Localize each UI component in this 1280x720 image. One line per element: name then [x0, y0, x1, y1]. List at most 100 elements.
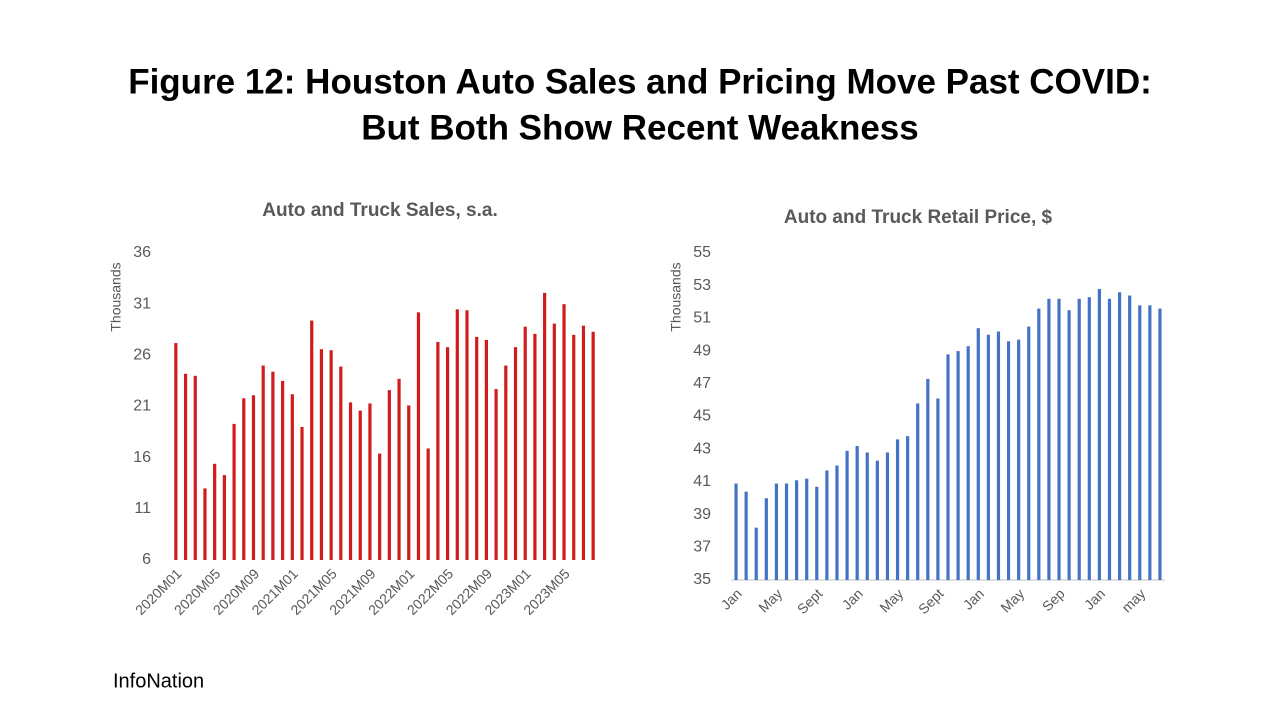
- y-tick-label: 35: [693, 571, 711, 588]
- bar: [1057, 298, 1061, 580]
- bar: [319, 349, 324, 560]
- x-tick-label: Sept: [794, 585, 826, 617]
- bar: [1006, 341, 1011, 580]
- bar: [358, 410, 362, 560]
- bar: [1117, 292, 1122, 580]
- bar: [916, 403, 920, 580]
- y-tick-label: 16: [133, 449, 151, 466]
- bar: [956, 351, 960, 580]
- bar: [504, 365, 508, 560]
- bar: [875, 460, 879, 580]
- bar: [784, 483, 789, 580]
- y-tick-label: 53: [693, 277, 711, 294]
- bar: [455, 309, 459, 560]
- bar: [1138, 305, 1142, 580]
- bar: [1027, 326, 1031, 580]
- bar: [416, 312, 421, 560]
- bar: [1107, 298, 1112, 580]
- bar: [1037, 308, 1041, 580]
- bar: [397, 378, 401, 560]
- y-tick-label: 41: [693, 473, 711, 490]
- bar: [1128, 295, 1132, 580]
- x-tick-label: may: [1118, 585, 1148, 615]
- bar: [1148, 305, 1152, 580]
- bar: [764, 498, 768, 580]
- x-tick-label: May: [755, 585, 785, 615]
- y-tick-label: 36: [133, 244, 151, 261]
- bar: [445, 347, 450, 560]
- bar: [906, 436, 910, 580]
- y-axis-label: Thousands: [108, 262, 124, 331]
- bar: [232, 423, 236, 560]
- bar: [494, 389, 498, 560]
- bar: [1017, 339, 1021, 580]
- x-tick-label: Sept: [915, 585, 947, 617]
- bar: [845, 450, 849, 580]
- y-tick-label: 31: [133, 295, 151, 312]
- bar: [795, 480, 799, 580]
- bar: [290, 394, 294, 560]
- bar: [310, 320, 314, 560]
- y-tick-label: 39: [693, 506, 711, 523]
- bar: [562, 304, 566, 560]
- bar: [855, 445, 859, 580]
- bar: [926, 378, 930, 580]
- slide-title: Figure 12: Houston Auto Sales and Pricin…: [128, 62, 1152, 101]
- y-tick-label: 11: [134, 500, 151, 517]
- bar: [1077, 298, 1081, 580]
- bar: [426, 448, 430, 560]
- bar: [1047, 298, 1051, 580]
- x-tick-label: Jan: [960, 585, 987, 612]
- bar: [1158, 308, 1162, 580]
- y-tick-label: 45: [693, 408, 711, 425]
- bar: [552, 323, 556, 560]
- x-tick-label: Sep: [1039, 585, 1068, 614]
- y-tick-label: 21: [133, 398, 151, 415]
- y-tick-label: 43: [693, 440, 711, 457]
- bar: [378, 453, 382, 560]
- bar: [213, 463, 217, 560]
- bar: [1087, 297, 1091, 580]
- x-tick-label: May: [997, 585, 1027, 615]
- bar: [300, 426, 304, 560]
- y-tick-label: 37: [693, 539, 711, 556]
- bar: [591, 331, 595, 560]
- chart-title: Auto and Truck Sales, s.a.: [262, 200, 497, 221]
- bar: [543, 292, 547, 560]
- bar: [986, 334, 990, 580]
- bar: [734, 483, 738, 580]
- bar: [203, 488, 207, 560]
- bar: [339, 366, 343, 560]
- x-tick-label: Jan: [718, 585, 745, 612]
- bar: [523, 326, 527, 560]
- bar: [348, 402, 353, 560]
- bar: [513, 347, 518, 560]
- slide-title: But Both Show Recent Weakness: [361, 108, 919, 147]
- bar: [271, 371, 275, 560]
- y-tick-label: 51: [693, 310, 711, 327]
- footer: InfoNation: [113, 670, 204, 692]
- bar: [966, 346, 970, 580]
- bar: [533, 333, 537, 560]
- y-tick-label: 47: [693, 375, 711, 392]
- x-tick-label: Jan: [1081, 585, 1108, 612]
- bar: [251, 395, 256, 560]
- y-tick-label: 6: [142, 551, 151, 568]
- bar: [946, 354, 950, 580]
- bar: [193, 375, 197, 560]
- bar: [329, 350, 333, 560]
- bar: [754, 527, 758, 580]
- y-tick-label: 55: [693, 244, 711, 261]
- bar: [475, 336, 479, 560]
- x-tick-label: May: [876, 585, 906, 615]
- bar: [368, 403, 372, 560]
- bar: [387, 390, 391, 560]
- bar: [465, 310, 469, 560]
- bar: [895, 439, 900, 580]
- bar: [1097, 288, 1101, 580]
- bar: [815, 486, 819, 580]
- bar: [996, 331, 1001, 580]
- x-tick-label: Jan: [839, 585, 866, 612]
